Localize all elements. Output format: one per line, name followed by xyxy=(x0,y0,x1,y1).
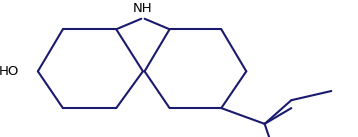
Text: HO: HO xyxy=(0,65,20,78)
Text: NH: NH xyxy=(133,2,153,15)
